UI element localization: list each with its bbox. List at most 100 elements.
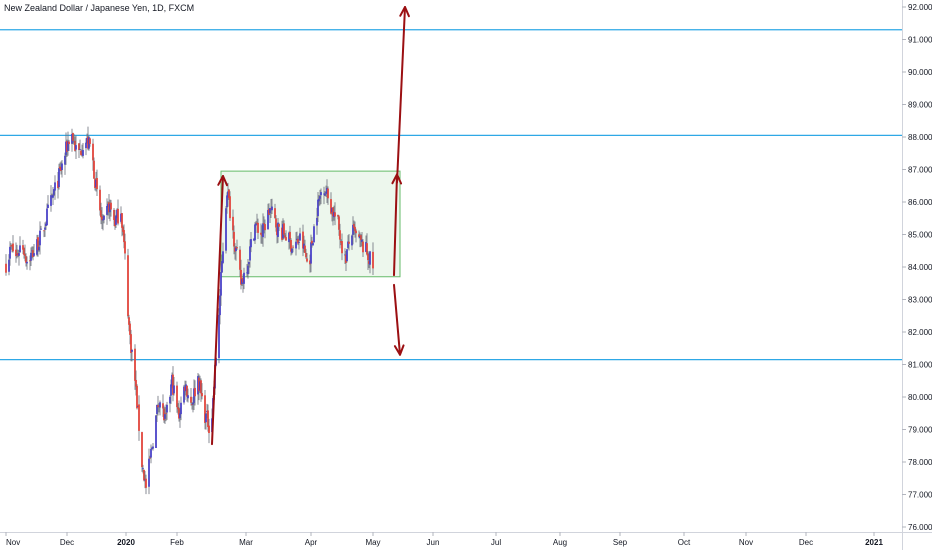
candle <box>134 344 136 390</box>
candle <box>240 259 242 290</box>
candle <box>22 239 24 255</box>
candle <box>302 224 304 257</box>
candle <box>184 380 186 400</box>
y-tick-label: 80.000 <box>908 393 932 402</box>
candle <box>100 202 102 225</box>
candle <box>51 193 53 199</box>
candle <box>170 379 172 404</box>
candle <box>141 431 143 472</box>
candle <box>19 236 21 253</box>
candle <box>306 252 308 263</box>
x-tick-label: Aug <box>553 538 567 547</box>
candle <box>243 267 245 290</box>
candle <box>198 374 200 401</box>
candle <box>120 206 122 224</box>
candle <box>339 223 341 249</box>
candle <box>262 213 264 247</box>
candle <box>235 245 237 261</box>
candle <box>129 321 131 345</box>
candle <box>23 247 25 259</box>
candle <box>204 389 206 430</box>
candle <box>101 207 103 229</box>
candle <box>346 248 348 263</box>
candle <box>187 388 189 403</box>
y-tick-label: 81.000 <box>908 361 932 370</box>
candle <box>191 402 193 410</box>
candle <box>17 249 19 258</box>
candle <box>186 385 188 402</box>
candle <box>96 169 98 197</box>
y-tick-label: 86.000 <box>908 198 932 207</box>
x-tick-label: 2020 <box>117 538 135 547</box>
candle <box>241 278 243 286</box>
projection-arrow[interactable] <box>396 6 410 184</box>
candle <box>208 418 210 444</box>
candle <box>354 221 356 238</box>
candle <box>159 400 161 416</box>
candle <box>178 400 180 422</box>
candle <box>8 254 10 276</box>
candle <box>197 373 199 405</box>
candle <box>225 205 227 254</box>
candle <box>326 179 328 203</box>
candle <box>110 199 112 217</box>
candle <box>274 203 276 219</box>
candle <box>206 403 208 419</box>
projection-arrow[interactable] <box>393 283 405 356</box>
candle <box>136 384 138 410</box>
candle <box>199 375 201 393</box>
candle <box>327 186 329 205</box>
candle <box>75 135 77 160</box>
candle <box>149 455 151 459</box>
candle <box>278 222 280 231</box>
candle <box>138 395 140 441</box>
projection-arrow[interactable] <box>211 175 228 446</box>
candle <box>65 132 67 165</box>
candle <box>68 139 70 151</box>
candle <box>45 221 47 230</box>
candle <box>143 469 145 482</box>
x-tick-label: Dec <box>60 538 74 547</box>
candle <box>46 203 48 226</box>
candle <box>94 178 96 191</box>
candle <box>165 404 167 422</box>
candle <box>246 263 248 278</box>
candle <box>295 232 297 256</box>
candle <box>150 444 152 464</box>
candle <box>239 246 241 278</box>
candle <box>366 233 368 256</box>
y-tick-label: 82.000 <box>908 328 932 337</box>
candle <box>72 132 74 144</box>
y-tick-label: 88.000 <box>908 133 932 142</box>
candle <box>193 379 195 411</box>
candle <box>255 220 257 233</box>
candle <box>39 221 41 255</box>
candle <box>284 233 286 238</box>
candle <box>369 250 371 274</box>
candle <box>232 209 234 239</box>
candle <box>151 446 153 450</box>
candle <box>298 235 300 250</box>
candle <box>355 228 357 243</box>
candle <box>233 225 235 255</box>
candle <box>135 370 137 396</box>
candle <box>172 366 174 402</box>
candle <box>222 242 224 265</box>
candle <box>299 227 301 241</box>
candle <box>296 231 298 242</box>
candle <box>313 224 315 243</box>
candle <box>311 236 313 248</box>
y-tick-label: 78.000 <box>908 458 932 467</box>
x-tick-label: 2021 <box>865 538 883 547</box>
candle <box>323 186 325 205</box>
candle <box>362 239 364 258</box>
candle <box>288 231 290 250</box>
y-tick-label: 76.000 <box>908 523 932 532</box>
y-tick-label: 92.000 <box>908 3 932 12</box>
candle <box>86 133 88 144</box>
candle <box>353 220 355 235</box>
x-tick-label: Apr <box>305 538 318 547</box>
candle <box>207 404 209 432</box>
candle <box>192 396 194 413</box>
